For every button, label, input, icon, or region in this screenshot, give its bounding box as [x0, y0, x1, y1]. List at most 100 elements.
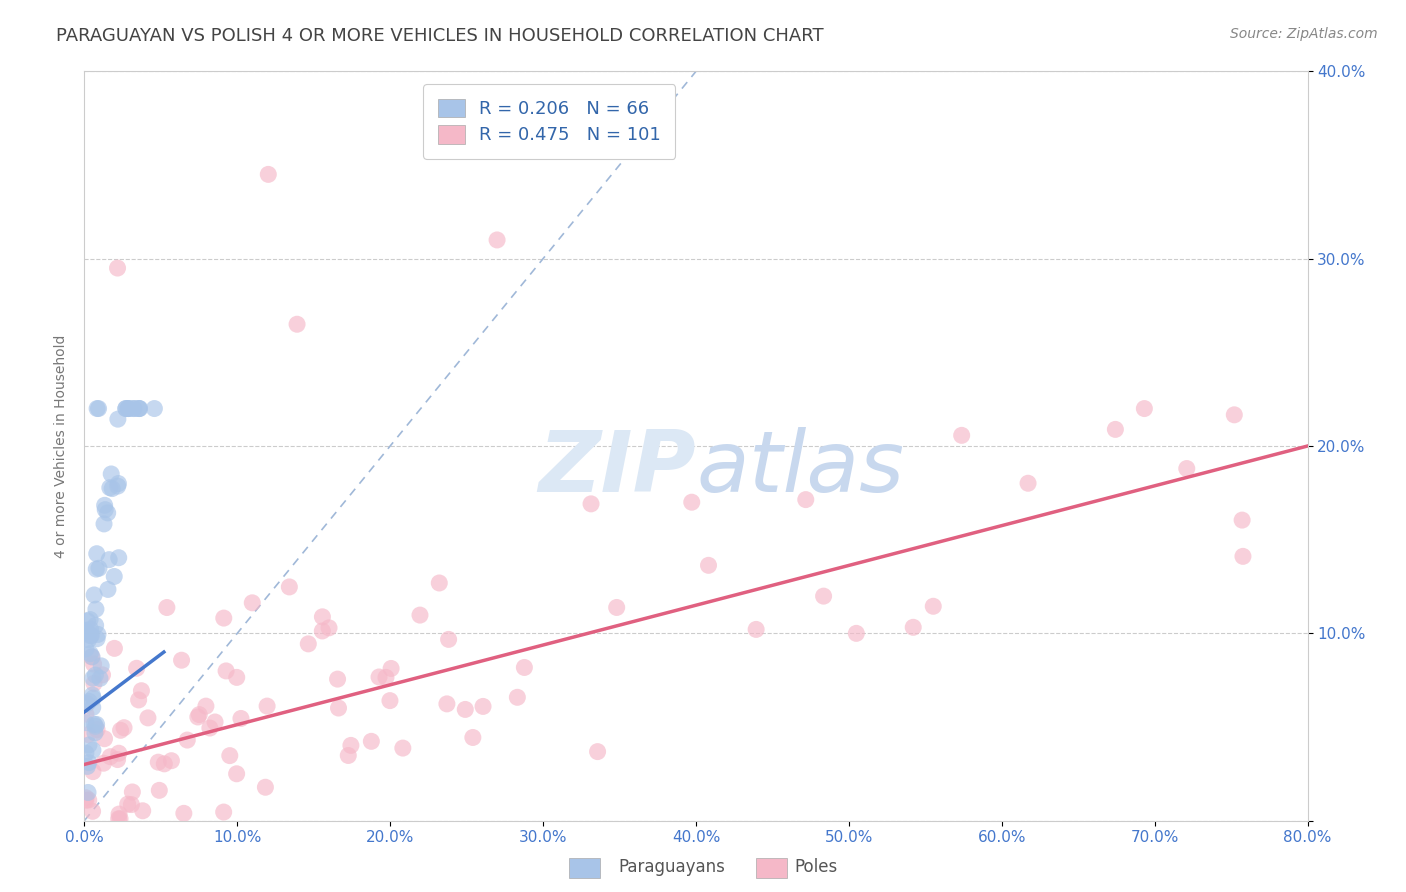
Point: [77, 793, 100, 807]
Point: [1232, 549, 1254, 564]
Point: [922, 599, 945, 614]
Point: [128, 401, 150, 416]
Point: [82, 691, 104, 706]
Point: [84, 726, 107, 740]
Point: [75, 624, 97, 638]
Point: [131, 683, 153, 698]
Point: [143, 401, 166, 416]
Point: [257, 168, 280, 182]
Point: [1133, 401, 1156, 416]
Point: [84, 618, 107, 632]
Point: [77, 728, 100, 742]
Point: [82, 764, 104, 779]
Point: [328, 701, 350, 715]
Point: [77, 785, 100, 799]
Point: [311, 610, 333, 624]
Point: [75, 746, 97, 760]
Point: [87, 561, 110, 575]
Point: [794, 492, 817, 507]
Point: [77, 738, 100, 752]
Point: [340, 739, 363, 753]
Point: [681, 495, 703, 509]
Point: [114, 401, 136, 416]
Point: [586, 745, 609, 759]
Point: [903, 620, 925, 634]
Point: [198, 721, 221, 735]
Point: [75, 793, 97, 807]
Point: [117, 401, 139, 416]
Text: ZIP: ZIP: [538, 427, 696, 510]
Point: [122, 401, 145, 416]
Point: [110, 723, 132, 738]
Point: [215, 664, 238, 678]
Point: [218, 748, 240, 763]
Point: [94, 502, 117, 516]
Point: [697, 558, 720, 573]
Point: [107, 476, 129, 491]
Point: [87, 401, 110, 416]
Point: [75, 707, 97, 722]
Point: [153, 756, 176, 771]
Point: [112, 721, 135, 735]
Point: [380, 661, 402, 675]
Text: Poles: Poles: [794, 858, 838, 876]
Point: [75, 641, 97, 656]
Point: [436, 697, 458, 711]
Point: [84, 719, 107, 733]
Point: [513, 660, 536, 674]
Point: [107, 753, 129, 767]
Point: [187, 710, 209, 724]
Point: [506, 690, 529, 705]
Point: [240, 596, 263, 610]
Point: [437, 632, 460, 647]
Point: [392, 741, 415, 756]
Point: [86, 547, 108, 561]
Point: [454, 702, 477, 716]
Point: [108, 812, 131, 826]
Point: [461, 731, 484, 745]
Y-axis label: 4 or more Vehicles in Household: 4 or more Vehicles in Household: [53, 334, 67, 558]
Point: [368, 670, 391, 684]
Point: [83, 588, 105, 602]
Point: [75, 715, 97, 730]
Point: [148, 783, 170, 797]
Point: [170, 653, 193, 667]
Text: atlas: atlas: [696, 427, 904, 510]
Point: [97, 582, 120, 597]
Point: [337, 748, 360, 763]
Point: [156, 600, 179, 615]
Text: PARAGUAYAN VS POLISH 4 OR MORE VEHICLES IN HOUSEHOLD CORRELATION CHART: PARAGUAYAN VS POLISH 4 OR MORE VEHICLES …: [56, 27, 824, 45]
Point: [84, 562, 107, 576]
Point: [80, 650, 103, 665]
Point: [108, 746, 131, 760]
Text: Paraguayans: Paraguayans: [619, 858, 725, 876]
Point: [131, 804, 153, 818]
Point: [103, 569, 125, 583]
Point: [173, 806, 195, 821]
Point: [297, 637, 319, 651]
Point: [212, 805, 235, 819]
Point: [103, 641, 125, 656]
Point: [212, 611, 235, 625]
Point: [79, 647, 101, 661]
Point: [83, 717, 105, 731]
Point: [472, 699, 495, 714]
Point: [89, 672, 111, 686]
Point: [1104, 422, 1126, 436]
Point: [86, 723, 108, 737]
Point: [194, 699, 217, 714]
Point: [97, 506, 120, 520]
Point: [427, 576, 450, 591]
Point: [125, 661, 148, 675]
Point: [76, 759, 98, 773]
Point: [84, 602, 107, 616]
Point: [120, 797, 142, 812]
Point: [122, 401, 145, 416]
Point: [845, 626, 868, 640]
Point: [160, 754, 183, 768]
Point: [254, 780, 277, 795]
Point: [80, 628, 103, 642]
Point: [225, 766, 247, 780]
Point: [77, 694, 100, 708]
Point: [950, 428, 973, 442]
